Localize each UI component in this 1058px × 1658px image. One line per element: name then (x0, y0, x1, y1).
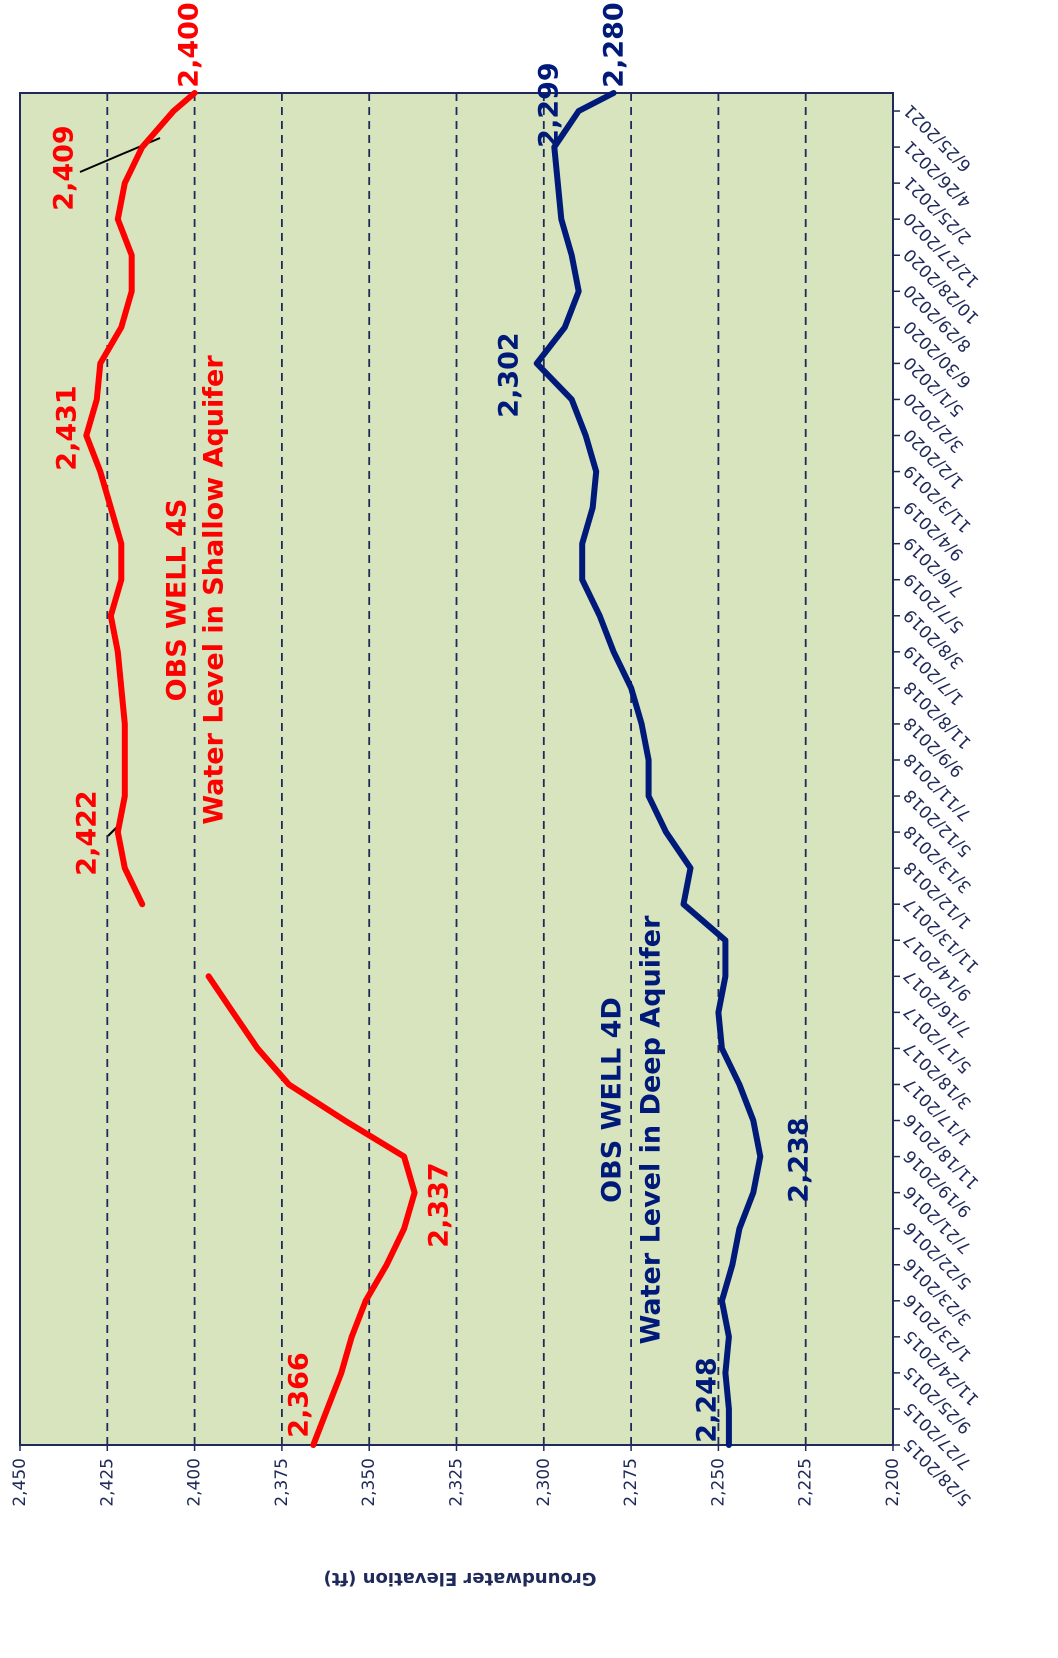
y-tick-label: 2,250 (708, 1458, 728, 1507)
annotation: Water Level in Deep Aquifer (636, 915, 667, 1344)
y-tick-label: 2,275 (621, 1458, 641, 1507)
annotation: 2,366 (284, 1352, 315, 1437)
annotation: 2,431 (52, 385, 83, 470)
y-tick-label: 2,425 (97, 1458, 117, 1507)
plot-border (19, 92, 894, 1446)
annotation: 2,248 (692, 1357, 723, 1442)
y-tick-label: 2,200 (883, 1458, 903, 1507)
annotation: 2,299 (534, 62, 565, 147)
y-tick-label: 2,225 (796, 1458, 816, 1507)
y-tick-label: 2,350 (359, 1458, 379, 1507)
y-tick-label: 2,450 (10, 1458, 30, 1507)
annotation: 2,409 (49, 125, 80, 210)
series-label: OBS WELL 4S (162, 499, 193, 702)
y-tick-label: 2,375 (272, 1458, 292, 1507)
annotation: 2,400 (174, 2, 205, 87)
y-tick-label: 2,300 (534, 1458, 554, 1507)
annotation: 2,238 (784, 1117, 815, 1202)
series-label: OBS WELL 4D (597, 997, 628, 1203)
y-axis-title: Groundwater Elevation (ft) (324, 1568, 597, 1589)
annotation: 2,280 (599, 2, 630, 87)
annotation: 2,302 (494, 332, 525, 417)
y-tick-label: 2,400 (185, 1458, 205, 1507)
y-tick-label: 2,325 (447, 1458, 467, 1507)
data-line (83, 90, 418, 1448)
annotation: 2,337 (424, 1162, 455, 1247)
data-line (533, 90, 764, 1448)
annotation: Water Level in Shallow Aquifer (199, 355, 230, 825)
annotation: 2,422 (72, 790, 103, 875)
